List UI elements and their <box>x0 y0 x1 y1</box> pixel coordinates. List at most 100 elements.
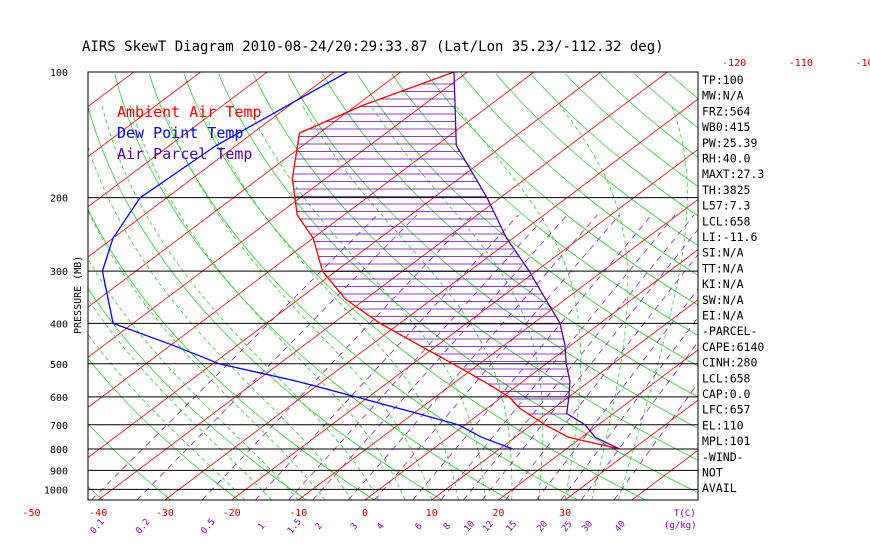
index-value: NOT <box>702 466 723 480</box>
pressure-tick-label: 800 <box>50 445 68 456</box>
mixing-ratio-line <box>440 214 676 500</box>
moist-adiabat <box>162 104 433 500</box>
index-value: KI:N/A <box>702 277 744 291</box>
bottom-temp-tick-label: 20 <box>492 508 504 519</box>
index-value: FRZ:564 <box>702 104 751 118</box>
isotherms <box>88 72 870 500</box>
dry-adiabat <box>460 73 698 276</box>
isotherm-line <box>88 72 135 107</box>
mixing-ratio-line <box>613 382 698 500</box>
isotherm-line <box>765 72 870 500</box>
isotherm-line <box>88 72 401 308</box>
dry-adiabat <box>88 287 307 500</box>
pressure-tick-label: 1000 <box>44 485 68 496</box>
index-value: MPL:101 <box>702 434 751 448</box>
mixing-ratio-label: 2 <box>314 521 325 532</box>
mixing-ratio-line <box>412 214 652 500</box>
series-line <box>291 72 620 450</box>
dry-adiabat <box>88 208 375 500</box>
bottom-temp-tick-label: -20 <box>223 508 241 519</box>
isotherm-line <box>564 399 698 500</box>
isobars <box>88 72 698 490</box>
moist-adiabat <box>88 145 353 500</box>
index-value: SW:N/A <box>702 293 744 307</box>
bottom-temp-tick-label: 0 <box>362 508 368 519</box>
pressure-tick-label: 100 <box>50 68 68 79</box>
moist-adiabat <box>88 258 299 500</box>
isotherm-line <box>88 72 601 459</box>
moist-adiabat <box>454 104 582 500</box>
bottom-temp-tick-label: -40 <box>89 508 107 519</box>
dry-adiabat <box>739 74 870 500</box>
index-value: MAXT:27.3 <box>702 167 764 181</box>
mixing-ratio-line <box>536 288 698 500</box>
isotherm-line <box>431 299 698 500</box>
mixing-ratio-label: 3 <box>349 521 360 532</box>
index-value: LFC:657 <box>702 403 751 417</box>
bottom-temp-tick-label: -50 <box>22 508 40 519</box>
mixing-ratio-line <box>481 228 698 500</box>
dry-adiabat <box>668 73 698 99</box>
mixing-ratio-label: 4 <box>375 521 386 532</box>
index-value: L57:7.3 <box>702 199 751 213</box>
cape-hatching <box>292 83 570 415</box>
mixing-ratio-line <box>288 214 547 500</box>
plot-area <box>88 72 870 500</box>
isotherm-line <box>88 72 201 158</box>
moist-adiabat <box>246 104 486 500</box>
index-value: TH:3825 <box>702 183 750 197</box>
isotherm-line <box>298 198 698 500</box>
top-temp-tick-label: -100 <box>855 58 870 69</box>
plot-frame <box>87 71 699 501</box>
legend-item: Air Parcel Temp <box>117 145 252 163</box>
mixing-ratio-unit-label: (g/kg) <box>664 521 697 531</box>
temp-unit-label: T(C) <box>674 509 696 519</box>
bottom-temp-tick-label: -10 <box>289 508 307 519</box>
dry-adiabat <box>391 73 698 336</box>
mixing-ratio-label: 40 <box>613 519 628 534</box>
index-value: -WIND- <box>702 450 744 464</box>
bottom-temp-tick-label: -30 <box>156 508 174 519</box>
isotherm-line <box>88 72 535 408</box>
mixing-ratio-line <box>201 214 474 500</box>
legend-item: Ambient Air Temp <box>117 103 262 121</box>
isotherm-line <box>164 98 698 500</box>
moist-adiabat <box>301 104 513 500</box>
index-value: -PARCEL- <box>702 324 757 338</box>
dry-adiabat <box>88 105 443 500</box>
isotherm-line <box>97 72 668 500</box>
mixing-ratio-label: 6 <box>414 521 425 532</box>
top-temp-tick-label: -120 <box>722 58 746 69</box>
moist-adiabat <box>129 104 406 500</box>
bottom-temp-tick-label: 10 <box>426 508 438 519</box>
index-value: LI:-11.6 <box>702 230 757 244</box>
legend: Ambient Air Temp Dew Point Temp Air Parcel… <box>117 103 262 163</box>
dry-adiabat <box>599 73 698 158</box>
index-value: LCL:658 <box>702 371 751 385</box>
dry-adiabat <box>183 73 646 500</box>
mixing-ratio-label: 0.2 <box>134 517 152 536</box>
isotherm-line <box>364 249 698 500</box>
index-value: CAP:0.0 <box>702 387 751 401</box>
pressure-tick-label: 500 <box>50 360 68 371</box>
mixing-ratio-label: 1.5 <box>286 517 304 536</box>
dry-adiabat <box>495 73 698 246</box>
index-value: EI:N/A <box>702 309 744 323</box>
dry-adiabat <box>426 73 698 306</box>
dry-adiabat <box>149 73 578 500</box>
mixing-ratio-line <box>348 214 598 500</box>
dry-adiabat <box>218 73 698 494</box>
mixing-ratio-line <box>255 214 519 500</box>
moist-adiabat <box>101 104 379 500</box>
sounding-series <box>101 72 620 450</box>
pressure-tick-label: 300 <box>50 267 68 278</box>
moist-adiabat <box>200 104 459 500</box>
mixing-ratio-label: 30 <box>580 519 595 534</box>
series-line <box>101 72 514 450</box>
dry-adiabat <box>88 423 172 500</box>
dry-adiabat <box>287 73 698 429</box>
moist-adiabat <box>559 104 629 500</box>
mixing-ratio-line <box>91 214 378 500</box>
dry-adiabat <box>843 74 870 500</box>
mixing-ratio-label: 10 <box>463 519 478 534</box>
